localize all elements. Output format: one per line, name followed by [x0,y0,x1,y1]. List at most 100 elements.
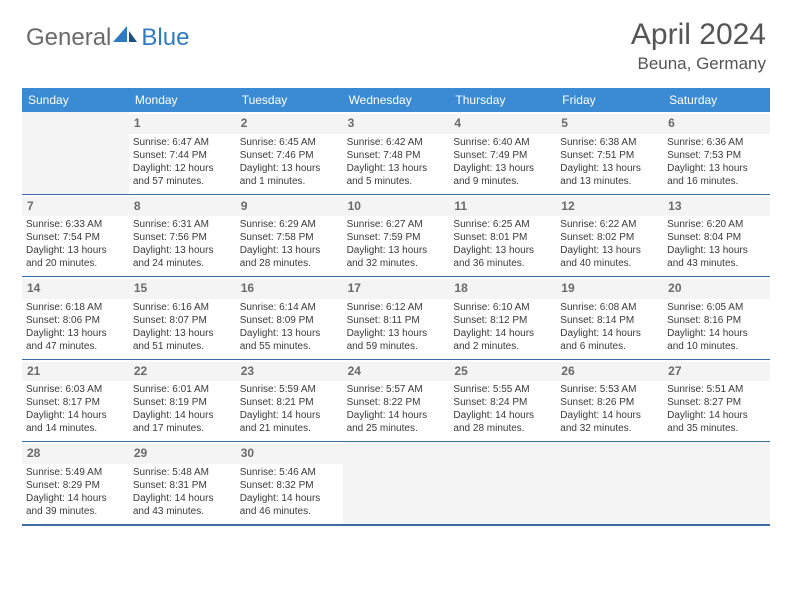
calendar-cell: 15Sunrise: 6:16 AMSunset: 8:07 PMDayligh… [129,277,236,360]
calendar-cell: 28Sunrise: 5:49 AMSunset: 8:29 PMDayligh… [22,442,129,526]
sunset-line: Sunset: 8:31 PM [133,479,232,492]
calendar-cell: 22Sunrise: 6:01 AMSunset: 8:19 PMDayligh… [129,360,236,443]
day-number: 5 [561,116,568,130]
day-number-row: 16 [236,279,343,299]
day-number: 29 [134,446,147,460]
day-number-row: 12 [556,197,663,217]
sunset-line: Sunset: 7:44 PM [133,149,232,162]
sunrise-line: Sunrise: 5:59 AM [240,383,339,396]
sunrise-line: Sunrise: 6:05 AM [667,301,766,314]
day-number-row: 2 [236,114,343,134]
sunset-line: Sunset: 7:54 PM [26,231,125,244]
day-number: 4 [454,116,461,130]
day-number-row: 5 [556,114,663,134]
day-number: 11 [454,199,467,213]
day-number: 17 [348,281,361,295]
day-number-row: 4 [449,114,556,134]
sunset-line: Sunset: 8:19 PM [133,396,232,409]
location: Beuna, Germany [631,54,766,74]
day-number-row: 1 [129,114,236,134]
month-title: April 2024 [631,18,766,52]
daylight-line: Daylight: 13 hours and 13 minutes. [560,162,659,188]
title-block: April 2024 Beuna, Germany [631,18,766,74]
day-number-row: 21 [22,362,129,382]
sunset-line: Sunset: 8:06 PM [26,314,125,327]
sunrise-line: Sunrise: 6:20 AM [667,218,766,231]
sunrise-line: Sunrise: 6:03 AM [26,383,125,396]
calendar-week: 21Sunrise: 6:03 AMSunset: 8:17 PMDayligh… [22,360,770,443]
daylight-line: Daylight: 14 hours and 43 minutes. [133,492,232,518]
sunrise-line: Sunrise: 6:16 AM [133,301,232,314]
calendar-cell: 10Sunrise: 6:27 AMSunset: 7:59 PMDayligh… [343,195,450,278]
day-number: 8 [134,199,141,213]
sunrise-line: Sunrise: 6:40 AM [453,136,552,149]
calendar-cell: 20Sunrise: 6:05 AMSunset: 8:16 PMDayligh… [663,277,770,360]
calendar-cell [343,442,450,526]
calendar-cell: 27Sunrise: 5:51 AMSunset: 8:27 PMDayligh… [663,360,770,443]
day-number: 15 [134,281,147,295]
day-number: 14 [27,281,40,295]
calendar-cell [663,442,770,526]
sunrise-line: Sunrise: 5:53 AM [560,383,659,396]
sunset-line: Sunset: 8:11 PM [347,314,446,327]
calendar-week: 28Sunrise: 5:49 AMSunset: 8:29 PMDayligh… [22,442,770,526]
day-number: 2 [241,116,248,130]
sunset-line: Sunset: 8:12 PM [453,314,552,327]
calendar-cell: 5Sunrise: 6:38 AMSunset: 7:51 PMDaylight… [556,112,663,195]
weekday-label: Saturday [663,88,770,112]
daylight-line: Daylight: 13 hours and 1 minutes. [240,162,339,188]
daylight-line: Daylight: 13 hours and 5 minutes. [347,162,446,188]
day-number: 18 [454,281,467,295]
sunset-line: Sunset: 8:21 PM [240,396,339,409]
logo-text-gray: General [26,24,111,52]
daylight-line: Daylight: 14 hours and 6 minutes. [560,327,659,353]
daylight-line: Daylight: 14 hours and 46 minutes. [240,492,339,518]
day-number: 7 [27,199,34,213]
sunset-line: Sunset: 7:59 PM [347,231,446,244]
sunrise-line: Sunrise: 5:57 AM [347,383,446,396]
daylight-line: Daylight: 13 hours and 28 minutes. [240,244,339,270]
calendar-body: 1Sunrise: 6:47 AMSunset: 7:44 PMDaylight… [22,112,770,526]
daylight-line: Daylight: 14 hours and 25 minutes. [347,409,446,435]
daylight-line: Daylight: 13 hours and 40 minutes. [560,244,659,270]
calendar-cell: 6Sunrise: 6:36 AMSunset: 7:53 PMDaylight… [663,112,770,195]
day-number: 24 [348,364,361,378]
sunset-line: Sunset: 8:29 PM [26,479,125,492]
weekday-label: Tuesday [236,88,343,112]
calendar-cell: 21Sunrise: 6:03 AMSunset: 8:17 PMDayligh… [22,360,129,443]
sunset-line: Sunset: 8:16 PM [667,314,766,327]
daylight-line: Daylight: 13 hours and 51 minutes. [133,327,232,353]
daylight-line: Daylight: 14 hours and 10 minutes. [667,327,766,353]
calendar-cell [449,442,556,526]
sunset-line: Sunset: 7:46 PM [240,149,339,162]
sunset-line: Sunset: 8:32 PM [240,479,339,492]
calendar-cell: 3Sunrise: 6:42 AMSunset: 7:48 PMDaylight… [343,112,450,195]
day-number-row: 6 [663,114,770,134]
daylight-line: Daylight: 13 hours and 59 minutes. [347,327,446,353]
day-number: 9 [241,199,248,213]
day-number-row: 24 [343,362,450,382]
calendar-cell: 19Sunrise: 6:08 AMSunset: 8:14 PMDayligh… [556,277,663,360]
calendar-week: 7Sunrise: 6:33 AMSunset: 7:54 PMDaylight… [22,195,770,278]
day-number: 26 [561,364,574,378]
calendar-cell [22,112,129,195]
daylight-line: Daylight: 14 hours and 21 minutes. [240,409,339,435]
daylight-line: Daylight: 13 hours and 47 minutes. [26,327,125,353]
weekday-label: Friday [556,88,663,112]
day-number-row: 30 [236,444,343,464]
daylight-line: Daylight: 13 hours and 43 minutes. [667,244,766,270]
calendar-cell: 1Sunrise: 6:47 AMSunset: 7:44 PMDaylight… [129,112,236,195]
sunrise-line: Sunrise: 6:38 AM [560,136,659,149]
calendar-cell: 14Sunrise: 6:18 AMSunset: 8:06 PMDayligh… [22,277,129,360]
day-number-row: 11 [449,197,556,217]
daylight-line: Daylight: 14 hours and 35 minutes. [667,409,766,435]
calendar-cell: 17Sunrise: 6:12 AMSunset: 8:11 PMDayligh… [343,277,450,360]
daylight-line: Daylight: 14 hours and 28 minutes. [453,409,552,435]
day-number-row: 26 [556,362,663,382]
logo-sail-icon [111,24,139,44]
sunrise-line: Sunrise: 5:51 AM [667,383,766,396]
calendar-week: 1Sunrise: 6:47 AMSunset: 7:44 PMDaylight… [22,112,770,195]
sunrise-line: Sunrise: 6:25 AM [453,218,552,231]
calendar-cell: 24Sunrise: 5:57 AMSunset: 8:22 PMDayligh… [343,360,450,443]
calendar-cell: 30Sunrise: 5:46 AMSunset: 8:32 PMDayligh… [236,442,343,526]
